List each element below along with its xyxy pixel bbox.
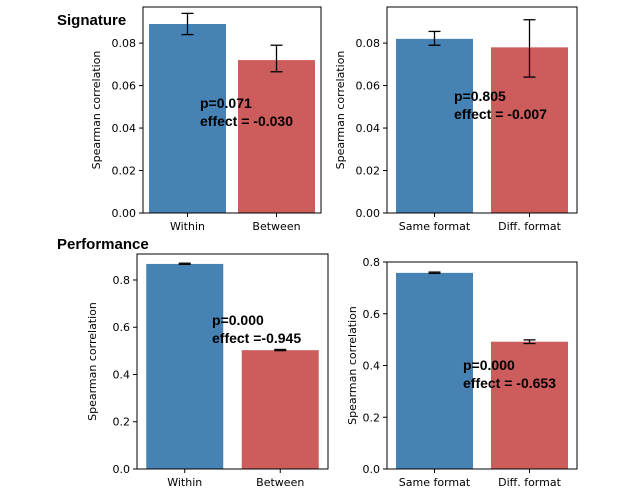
y-tick-label: 0.02	[356, 165, 381, 178]
annotation-effect: effect =-0.945	[212, 330, 301, 346]
y-tick-label: 0.08	[356, 37, 381, 50]
annotation-effect: effect = -0.007	[454, 106, 547, 122]
annotation-p-value: p=0.805	[454, 88, 506, 104]
bar-same-format	[396, 272, 473, 469]
annotation-p-value: p=0.071	[200, 95, 252, 111]
panel-performance-format: 0.0 0.2 0.4 0.6 0.8 Same format Diff. format Sp…	[346, 256, 578, 489]
y-tick-label: 0.02	[112, 165, 137, 178]
annotation-p-value: p=0.000	[212, 312, 264, 328]
panel-signature-within-between: 0.00 0.02 0.04 0.06 0.08 Within Between Spearma…	[90, 6, 322, 233]
y-tick-label: 0.0	[113, 463, 131, 476]
x-tick-label: Same format	[399, 220, 471, 233]
y-tick-label: 0.06	[356, 80, 381, 93]
y-tick-label: 0.0	[363, 463, 381, 476]
y-axis-label: Spearman correlation	[86, 302, 99, 421]
y-axis-label: Spearman correlation	[334, 51, 347, 170]
x-tick-label: Diff. format	[498, 476, 561, 489]
y-tick-label: 0.06	[112, 80, 137, 93]
y-tick-label: 0.4	[113, 368, 131, 381]
annotation-p-value: p=0.000	[463, 357, 515, 373]
y-tick-label: 0.04	[356, 122, 381, 135]
x-tick-label: Between	[252, 220, 300, 233]
y-tick-label: 0.00	[112, 207, 137, 220]
axes-frame	[142, 6, 322, 214]
bar-same-format	[396, 38, 473, 214]
y-tick-label: 0.00	[356, 207, 381, 220]
y-tick-label: 0.04	[112, 122, 137, 135]
y-tick-label: 0.6	[363, 308, 381, 321]
y-tick-label: 0.2	[363, 411, 381, 424]
axes-frame	[386, 6, 578, 214]
bar-between	[241, 350, 319, 469]
y-tick-label: 0.8	[363, 256, 381, 269]
x-tick-label: Between	[256, 476, 304, 489]
annotation-effect: effect = -0.030	[200, 113, 293, 129]
bar-diff-format	[491, 341, 568, 469]
panel-performance-within-between: 0.0 0.2 0.4 0.6 0.8 Within Between Spearman cor…	[86, 253, 329, 489]
panel-signature-format: 0.00 0.02 0.04 0.06 0.08 Same format Diff. for…	[334, 6, 578, 233]
y-tick-label: 0.8	[113, 274, 131, 287]
y-axis-label: Spearman correlation	[346, 306, 359, 425]
annotation-effect: effect = -0.653	[463, 375, 556, 391]
x-tick-label: Diff. format	[498, 220, 561, 233]
x-tick-label: Same format	[399, 476, 471, 489]
x-tick-label: Within	[170, 220, 205, 233]
bar-within	[146, 263, 224, 469]
y-tick-label: 0.4	[363, 360, 381, 373]
y-tick-label: 0.08	[112, 37, 137, 50]
section-title-signature: Signature	[57, 12, 126, 29]
x-tick-label: Within	[167, 476, 202, 489]
y-axis-label: Spearman correlation	[90, 51, 103, 170]
axes-frame	[136, 253, 329, 470]
y-tick-label: 0.2	[113, 416, 131, 429]
y-tick-label: 0.6	[113, 321, 131, 334]
section-title-performance: Performance	[57, 236, 149, 253]
bar-between	[238, 60, 315, 213]
bar-within	[149, 23, 226, 214]
